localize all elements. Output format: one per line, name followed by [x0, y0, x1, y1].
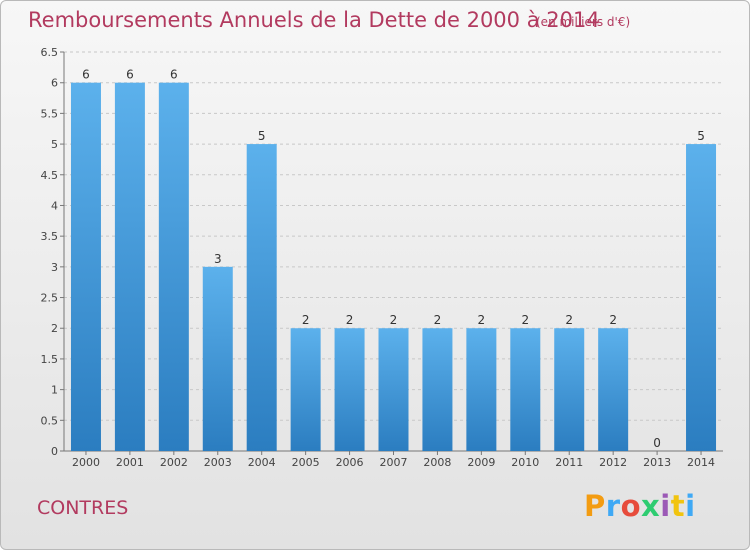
data-label: 6: [126, 68, 134, 82]
bar: [510, 328, 541, 451]
bar: [114, 82, 145, 451]
x-tick-label: 2013: [643, 456, 671, 469]
bar: [378, 328, 409, 451]
data-label: 0: [653, 436, 661, 450]
bar: [70, 82, 101, 451]
chart-unit-label: (en milliers d'€): [536, 15, 631, 29]
logo-letter: x: [641, 489, 661, 523]
x-tick-label: 2007: [380, 456, 408, 469]
y-tick-label: 4: [51, 199, 58, 212]
y-tick-label: 6: [51, 77, 58, 90]
bar: [290, 328, 321, 451]
data-label: 6: [170, 68, 178, 82]
bar: [334, 328, 365, 451]
bar: [246, 144, 277, 452]
y-tick-label: 3.5: [41, 230, 59, 243]
y-tick-label: 5: [51, 138, 58, 151]
x-tick-label: 2006: [336, 456, 364, 469]
data-label: 2: [346, 313, 354, 327]
data-label: 6: [82, 68, 90, 82]
logo-letter: i: [660, 489, 671, 523]
data-label: 5: [258, 129, 266, 143]
data-label: 2: [478, 313, 486, 327]
y-tick-label: 1.5: [41, 353, 59, 366]
bar: [686, 144, 717, 452]
bar: [466, 328, 497, 451]
y-tick-label: 2.5: [41, 292, 59, 305]
y-tick-label: 0: [51, 445, 58, 458]
x-tick-label: 2002: [160, 456, 188, 469]
x-tick-label: 2004: [248, 456, 276, 469]
logo-letter: i: [685, 489, 696, 523]
logo-letter: P: [584, 489, 606, 523]
place-name: CONTRES: [37, 497, 129, 519]
bar: [202, 266, 233, 451]
bars: [70, 82, 717, 452]
x-tick-label: 2005: [292, 456, 320, 469]
data-label: 2: [434, 313, 442, 327]
bar: [422, 328, 453, 451]
data-label: 3: [214, 252, 222, 266]
y-tick-label: 2: [51, 322, 58, 335]
x-tick-label: 2014: [687, 456, 715, 469]
data-label: 5: [697, 129, 705, 143]
bar: [158, 82, 189, 451]
x-tick-label: 2008: [423, 456, 451, 469]
data-label: 2: [521, 313, 529, 327]
x-tick-label: 2001: [116, 456, 144, 469]
x-tick-label: 2010: [511, 456, 539, 469]
x-tick-label: 2000: [72, 456, 100, 469]
data-label: 2: [390, 313, 398, 327]
proxiti-logo: Proxiti: [584, 489, 696, 523]
y-tick-label: 4.5: [41, 169, 59, 182]
y-tick-label: 6.5: [41, 46, 59, 59]
logo-letter: t: [670, 489, 686, 523]
logo-letter: o: [620, 489, 642, 523]
y-tick-label: 5.5: [41, 107, 59, 120]
logo-letter: r: [605, 489, 621, 523]
labels: 6 6 6 3 5 2 2 2 2 2 2 2 2 0 5: [82, 68, 705, 450]
chart-title: Remboursements Annuels de la Dette de 20…: [28, 8, 600, 32]
x-tick-label: 2011: [555, 456, 583, 469]
y-tick-label: 1: [51, 384, 58, 397]
data-label: 2: [609, 313, 617, 327]
x-tick-label: 2012: [599, 456, 627, 469]
data-label: 2: [302, 313, 310, 327]
y-tick-label: 3: [51, 261, 58, 274]
x-tick-label: 2009: [467, 456, 495, 469]
data-label: 2: [565, 313, 573, 327]
bar: [554, 328, 585, 451]
x-tick-label: 2003: [204, 456, 232, 469]
bar: [598, 328, 629, 451]
y-tick-label: 0.5: [41, 414, 59, 427]
